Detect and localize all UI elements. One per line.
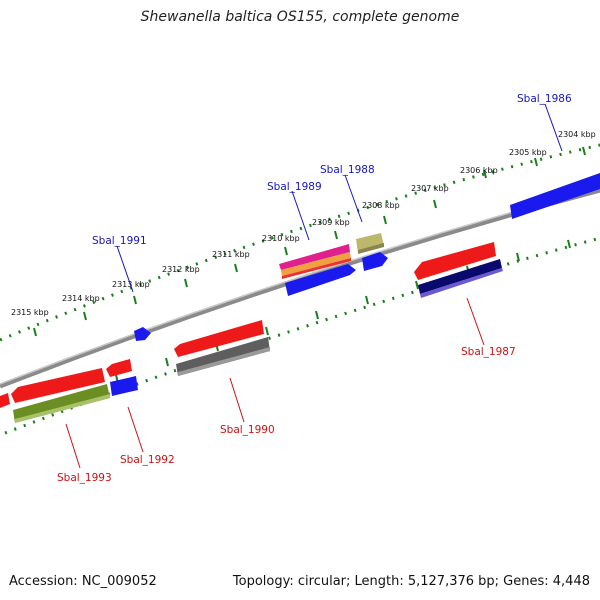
label-sbal-1986[interactable]: Sbal_1986 xyxy=(517,93,572,105)
gene-navy[interactable] xyxy=(418,259,502,294)
leader-sbal-1986 xyxy=(544,103,563,152)
leader-sbal-1988 xyxy=(344,174,363,223)
tick-label: 2306 kbp xyxy=(460,166,498,175)
tick-mark-inner xyxy=(315,310,319,320)
gene-navy-shade xyxy=(420,268,503,298)
tick-mark xyxy=(334,230,338,240)
tick-mark-inner xyxy=(567,239,571,249)
gene-sbal-1987[interactable] xyxy=(414,242,496,280)
gene-sbal-1989-magenta[interactable] xyxy=(279,244,350,270)
tick-label: 2307 kbp xyxy=(411,184,449,193)
tick-label: 2315 kbp xyxy=(11,308,49,317)
gene-sbal-1988[interactable] xyxy=(356,233,384,253)
tick-label: 2314 kbp xyxy=(62,294,100,303)
tick-mark xyxy=(234,263,238,273)
gene-small-blue[interactable] xyxy=(362,252,388,271)
gene-sbal-1989-red xyxy=(282,258,351,279)
tick-mark-inner xyxy=(165,357,169,367)
tick-mark xyxy=(284,246,288,256)
gene-sbal-1993-red[interactable] xyxy=(11,368,105,403)
gene-sbal-1990-red[interactable] xyxy=(174,320,264,357)
leader-sbal-1987 xyxy=(466,297,485,346)
gene-gray-shade xyxy=(178,347,270,376)
tick-mark-inner xyxy=(265,326,269,336)
accession-text: Accession: NC_009052 xyxy=(9,574,157,589)
gene-sbal-1988-shade xyxy=(358,243,384,254)
tick-label: 2305 kbp xyxy=(509,148,547,157)
tick-mark xyxy=(83,311,87,321)
tick-mark xyxy=(184,278,188,288)
tick-mark xyxy=(383,215,387,225)
leader-sbal-1991 xyxy=(116,245,134,293)
label-sbal-1991[interactable]: Sbal_1991 xyxy=(92,235,147,247)
leader-sbal-1992 xyxy=(127,406,144,453)
tick-label: 2312 kbp xyxy=(162,265,200,274)
tick-mark xyxy=(483,169,487,179)
tick-label: 2309 kbp xyxy=(312,218,350,227)
gene-sbal-1986[interactable] xyxy=(510,173,600,219)
tick-mark xyxy=(534,157,538,167)
tick-mark xyxy=(33,327,37,337)
tick-label: 2311 kbp xyxy=(212,250,250,259)
tick-mark-inner xyxy=(365,295,369,305)
label-sbal-1992[interactable]: Sbal_1992 xyxy=(120,454,175,466)
leader-sbal-1993 xyxy=(65,423,81,469)
gene-blue-arrow[interactable] xyxy=(285,264,356,296)
gene-left-edge[interactable] xyxy=(0,393,10,408)
gene-sbal-1989-orange xyxy=(281,252,351,276)
tick-label: 2308 kbp xyxy=(362,201,400,210)
topology-text: Topology: circular; Length: 5,127,376 bp… xyxy=(232,574,590,589)
tick-mark xyxy=(582,146,586,156)
gene-sbal-1991[interactable] xyxy=(134,327,151,341)
forward-genes xyxy=(134,173,600,341)
label-sbal-1988[interactable]: Sbal_1988 xyxy=(320,164,375,176)
tick-label: 2310 kbp xyxy=(262,234,300,243)
reverse-genes xyxy=(0,242,503,423)
leader-sbal-1990 xyxy=(229,377,245,423)
label-sbal-1993[interactable]: Sbal_1993 xyxy=(57,472,112,484)
label-sbal-1987[interactable]: Sbal_1987 xyxy=(461,346,516,358)
tick-label: 2304 kbp xyxy=(558,130,596,139)
tick-mark-inner xyxy=(415,280,419,290)
tick-mark xyxy=(433,199,437,209)
label-sbal-1989[interactable]: Sbal_1989 xyxy=(267,181,322,193)
tick-mark-inner xyxy=(516,252,520,262)
tick-mark xyxy=(133,295,137,305)
gene-olive-shade xyxy=(15,394,110,423)
leader-lines xyxy=(65,103,563,469)
gene-sbal-1992[interactable] xyxy=(110,376,138,396)
label-sbal-1990[interactable]: Sbal_1990 xyxy=(220,424,275,436)
outer-tick-track xyxy=(0,143,600,342)
leader-sbal-1989 xyxy=(291,190,310,241)
map-title: Shewanella baltica OS155, complete genom… xyxy=(140,9,460,25)
gene-small-red[interactable] xyxy=(106,359,132,377)
